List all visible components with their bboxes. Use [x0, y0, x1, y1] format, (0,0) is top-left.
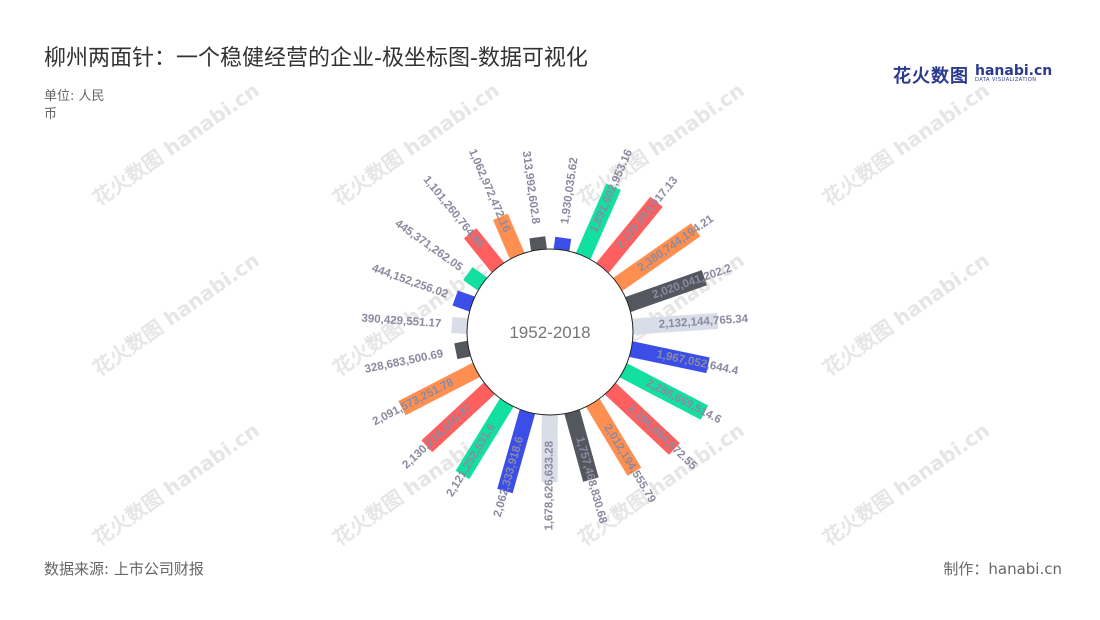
- polar-bar: [564, 409, 599, 482]
- polar-bar: [463, 267, 487, 291]
- watermark: 花火数图 hanabi.cn: [818, 78, 993, 211]
- data-label: 1,678,626,633.28: [543, 440, 555, 530]
- data-source: 数据来源: 上市公司财报: [44, 560, 204, 578]
- watermark: 花火数图 hanabi.cn: [328, 78, 503, 211]
- data-label: 444,152,256.02: [370, 263, 449, 301]
- data-label: 313,992,602.8: [520, 150, 542, 225]
- watermark: 花火数图 hanabi.cn: [88, 78, 263, 211]
- logo-en-text: hanabi.cn: [975, 63, 1053, 79]
- polar-bar: [596, 196, 663, 273]
- polar-bar: [586, 398, 642, 476]
- center-circle: [466, 248, 634, 416]
- polar-bar: [529, 236, 547, 251]
- polar-bar: [452, 290, 475, 312]
- page-title: 柳州两面针：一个稳健经营的企业-极坐标图-数据可视化: [44, 46, 588, 71]
- data-label: 1,757,468,830.68: [573, 435, 609, 525]
- polar-bar: [497, 409, 536, 494]
- bar-layer: [398, 183, 719, 494]
- watermark: 花火数图 hanabi.cn: [818, 248, 993, 381]
- polar-bar: [619, 363, 709, 420]
- polar-bar: [553, 236, 572, 251]
- polar-bar: [421, 382, 495, 453]
- polar-bar: [493, 213, 525, 259]
- polar-bar: [451, 316, 468, 335]
- polar-bar: [632, 313, 719, 335]
- polar-bar: [605, 383, 680, 455]
- polar-bar: [398, 362, 480, 416]
- polar-bar: [454, 340, 471, 360]
- polar-bar: [455, 398, 514, 480]
- data-label: 390,429,551.17: [361, 313, 442, 331]
- polar-bar: [463, 228, 505, 273]
- center-label: 1952-2018: [509, 323, 590, 342]
- polar-bar: [629, 341, 710, 374]
- unit-label: 单位: 人民币: [44, 89, 105, 122]
- watermark: 花火数图 hanabi.cn: [818, 418, 993, 551]
- watermark: 花火数图 hanabi.cn: [88, 248, 263, 381]
- maker-credit: 制作：hanabi.cn: [943, 560, 1062, 578]
- logo-cn-text: 花火数图: [893, 66, 969, 87]
- polar-bar: [613, 223, 701, 291]
- polar-bar: [575, 183, 621, 260]
- logo-sub-text: DATA VISUALIZATION: [975, 77, 1037, 83]
- data-label: 1,062,972,472.16: [466, 147, 512, 234]
- data-label: 2,132,144,765.34: [658, 313, 749, 331]
- data-label: 2,286,669,514.6: [644, 377, 723, 426]
- polar-bar: [625, 270, 707, 312]
- watermark: 花火数图 hanabi.cn: [88, 418, 263, 551]
- data-label: 445,371,262.05: [392, 218, 465, 274]
- brand-logo: 花火数图 hanabi.cn DATA VISUALIZATION: [893, 62, 1053, 87]
